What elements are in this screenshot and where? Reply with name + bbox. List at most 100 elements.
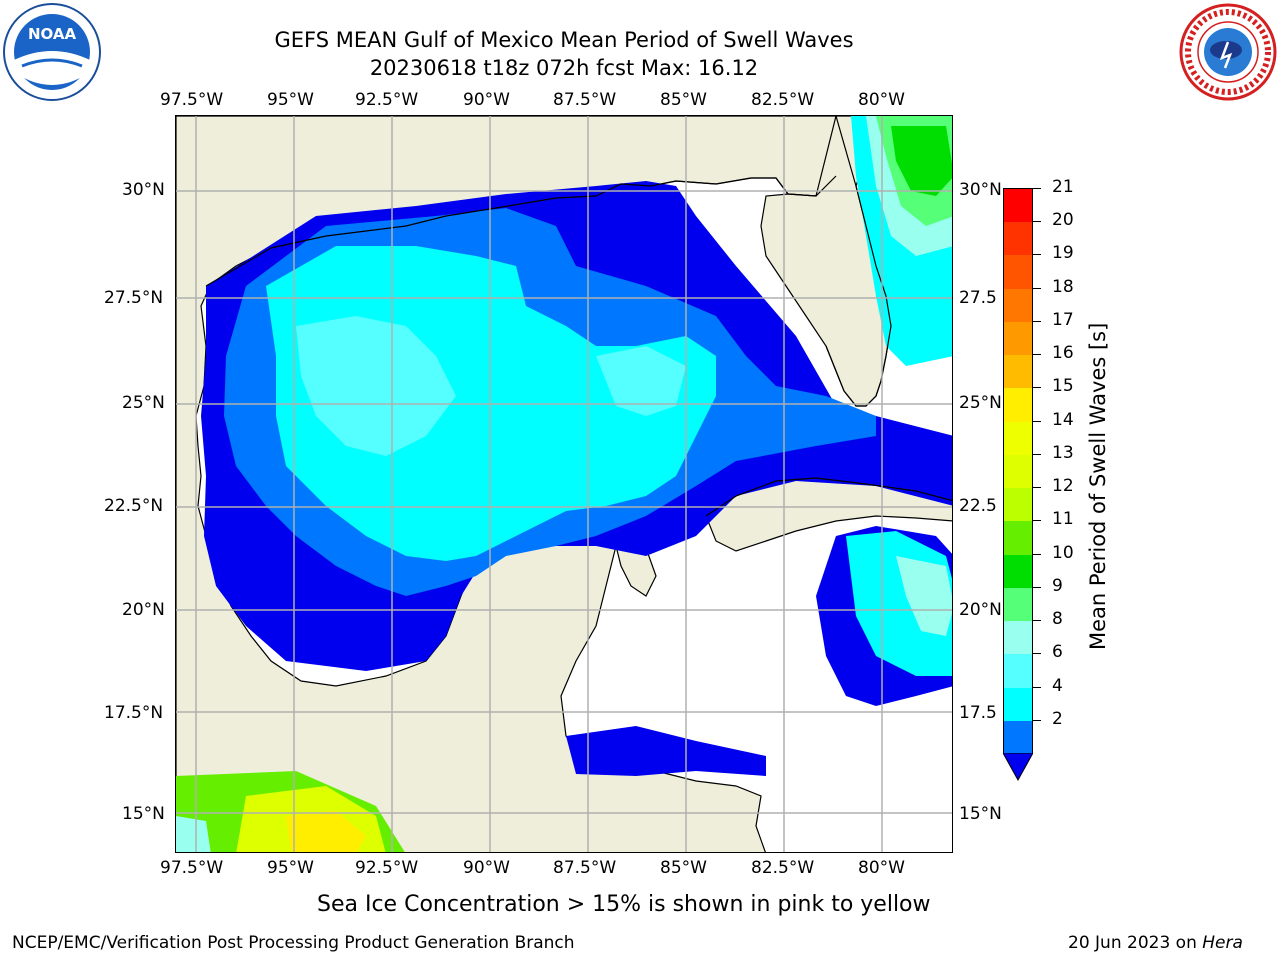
colorbar-tick-label: 20 bbox=[1052, 210, 1074, 231]
lon-label: 80°W bbox=[858, 90, 905, 110]
colorbar-segment bbox=[1004, 421, 1032, 456]
colorbar-segment bbox=[1004, 587, 1032, 622]
colorbar-segment bbox=[1004, 321, 1032, 356]
lat-label: 22.5 bbox=[959, 496, 997, 516]
colorbar-tick-mark bbox=[1033, 719, 1041, 721]
lat-label: 17.5 bbox=[959, 703, 997, 723]
colorbar-tick-label: 21 bbox=[1052, 177, 1074, 197]
colorbar-segment bbox=[1004, 654, 1032, 689]
noaa-logo: NOAA bbox=[2, 2, 102, 102]
field-layer bbox=[176, 116, 952, 852]
lat-label: 22.5°N bbox=[104, 496, 164, 516]
colorbar-tick-mark bbox=[1033, 387, 1041, 389]
colorbar-tick-mark bbox=[1033, 221, 1041, 223]
lon-label: 90°W bbox=[463, 90, 510, 110]
nws-logo bbox=[1178, 2, 1278, 102]
lon-label: 87.5°W bbox=[553, 90, 617, 110]
colorbar-segment bbox=[1004, 222, 1032, 256]
lat-label: 20°N bbox=[122, 600, 165, 620]
colorbar-tick-mark bbox=[1033, 653, 1041, 655]
colorbar-segment bbox=[1004, 488, 1032, 522]
colorbar-tick-label: 17 bbox=[1052, 309, 1074, 330]
lat-label: 27.5°N bbox=[104, 288, 164, 308]
colorbar-tick-label: 12 bbox=[1052, 476, 1074, 497]
lat-label: 30°N bbox=[959, 180, 1002, 200]
lon-label: 97.5°W bbox=[160, 858, 224, 878]
colorbar-tick-label: 15 bbox=[1052, 376, 1074, 397]
lat-label: 15°N bbox=[959, 804, 1002, 824]
svg-text:NOAA: NOAA bbox=[28, 25, 77, 43]
colorbar-segment bbox=[1004, 388, 1032, 423]
field-carib-south bbox=[566, 726, 766, 776]
chart-title: GEFS MEAN Gulf of Mexico Mean Period of … bbox=[274, 28, 854, 52]
colorbar-tick-label: 9 bbox=[1052, 575, 1063, 596]
colorbar-tick-mark bbox=[1033, 686, 1041, 688]
colorbar-tick-mark bbox=[1033, 453, 1041, 455]
lat-label: 20°N bbox=[959, 600, 1002, 620]
field-pac-8 bbox=[176, 816, 211, 852]
lon-label: 92.5°W bbox=[355, 858, 419, 878]
colorbar-tick-label: 10 bbox=[1052, 542, 1074, 563]
colorbar-tick-label: 8 bbox=[1052, 609, 1063, 630]
footer-host: Hera bbox=[1202, 933, 1243, 953]
lat-label: 15°N bbox=[122, 804, 165, 824]
colorbar-segment bbox=[1004, 720, 1032, 755]
lat-label: 30°N bbox=[122, 180, 165, 200]
field-6-8 bbox=[296, 316, 456, 456]
colorbar-tick-label: 4 bbox=[1052, 675, 1063, 696]
colorbar bbox=[1003, 188, 1033, 755]
colorbar-tick-mark bbox=[1033, 520, 1041, 522]
colorbar-tick-label: 11 bbox=[1052, 509, 1074, 530]
lon-label: 85°W bbox=[660, 858, 707, 878]
lon-label: 95°W bbox=[267, 858, 314, 878]
lat-label: 25°N bbox=[959, 393, 1002, 413]
colorbar-tick-mark bbox=[1033, 254, 1041, 256]
lon-label: 82.5°W bbox=[751, 90, 815, 110]
colorbar-tick-label: 19 bbox=[1052, 243, 1074, 264]
colorbar-segment bbox=[1004, 355, 1032, 389]
map-canvas bbox=[176, 116, 952, 852]
lon-label: 97.5°W bbox=[160, 90, 224, 110]
colorbar-tick-mark bbox=[1033, 320, 1041, 322]
map-panel bbox=[175, 115, 953, 853]
colorbar-tick-label: 14 bbox=[1052, 409, 1074, 430]
chart-subtitle: 20230618 t18z 072h fcst Max: 16.12 bbox=[369, 56, 759, 80]
field-6-8b bbox=[596, 346, 686, 416]
colorbar-segment bbox=[1004, 521, 1032, 556]
colorbar-tick-mark bbox=[1033, 586, 1041, 588]
colorbar-segment bbox=[1004, 189, 1032, 223]
colorbar-label: Mean Period of Swell Waves [s] bbox=[1086, 322, 1110, 650]
colorbar-tick-label: 16 bbox=[1052, 343, 1074, 364]
colorbar-segment bbox=[1004, 687, 1032, 722]
lat-label: 17.5°N bbox=[104, 703, 164, 723]
colorbar-segment bbox=[1004, 621, 1032, 655]
colorbar-tick-mark bbox=[1033, 620, 1041, 622]
colorbar-segment bbox=[1004, 554, 1032, 589]
footer-right: 20 Jun 2023 on Hera bbox=[1068, 933, 1243, 953]
colorbar-tick-label: 6 bbox=[1052, 642, 1063, 663]
colorbar-tick-mark bbox=[1033, 287, 1041, 289]
colorbar-segment bbox=[1004, 454, 1032, 489]
colorbar-tick-label: 2 bbox=[1052, 708, 1063, 729]
lat-label: 25°N bbox=[122, 393, 165, 413]
colorbar-tick-mark bbox=[1033, 354, 1041, 356]
colorbar-tick-mark bbox=[1033, 487, 1041, 489]
field-pac-15 bbox=[286, 811, 366, 852]
footer-left: NCEP/EMC/Verification Post Processing Pr… bbox=[12, 933, 575, 953]
lon-label: 95°W bbox=[267, 90, 314, 110]
colorbar-segment bbox=[1004, 288, 1032, 323]
colorbar-segment bbox=[1004, 255, 1032, 290]
colorbar-tick-label: 18 bbox=[1052, 276, 1074, 297]
lon-label: 82.5°W bbox=[751, 858, 815, 878]
lon-label: 87.5°W bbox=[553, 858, 617, 878]
lon-label: 80°W bbox=[858, 858, 905, 878]
lon-label: 90°W bbox=[463, 858, 510, 878]
colorbar-under-arrow bbox=[1002, 752, 1034, 785]
colorbar-tick-mark bbox=[1033, 553, 1041, 555]
field-atl-10-11 bbox=[891, 126, 952, 196]
colorbar-tick-mark bbox=[1033, 188, 1041, 189]
graticule bbox=[176, 116, 952, 852]
footer-date: 20 Jun 2023 on bbox=[1068, 933, 1203, 953]
lon-label: 85°W bbox=[660, 90, 707, 110]
field-carib-8-9 bbox=[896, 556, 952, 636]
